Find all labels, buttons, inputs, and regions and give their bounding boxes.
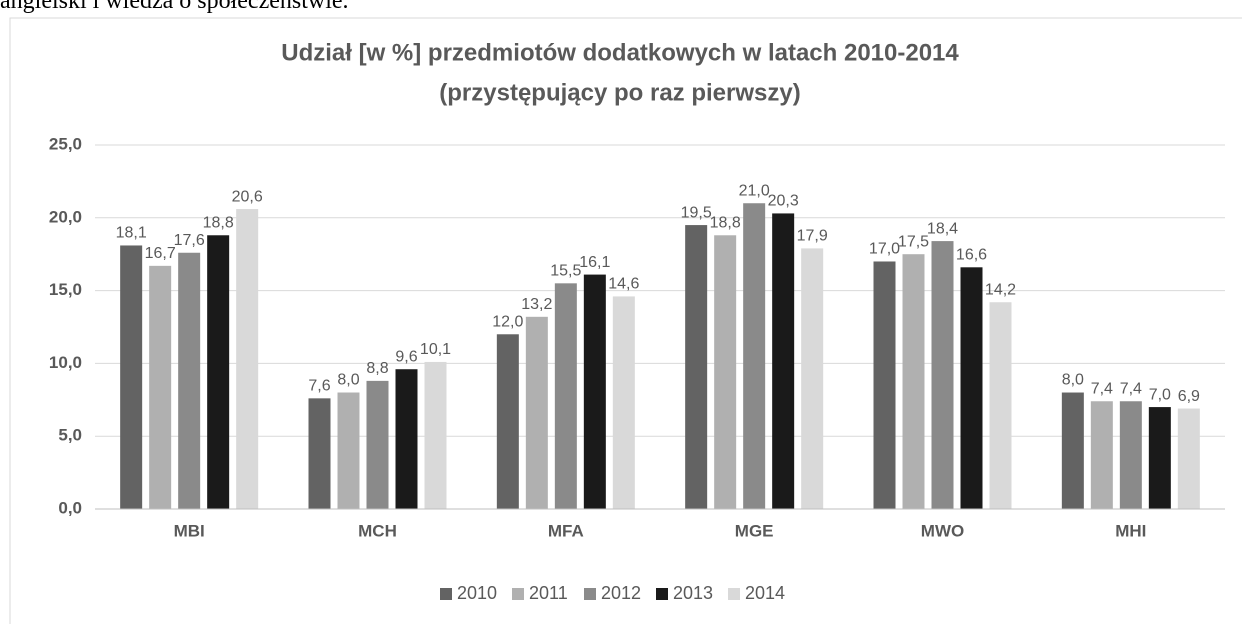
value-label: 15,5 bbox=[550, 263, 581, 280]
value-label: 17,5 bbox=[898, 233, 929, 250]
x-tick-label: MFA bbox=[548, 521, 584, 540]
x-tick-label: MBI bbox=[174, 521, 205, 540]
legend-swatch bbox=[656, 588, 668, 600]
value-label: 9,6 bbox=[395, 348, 417, 365]
bar bbox=[496, 334, 519, 509]
bar bbox=[1061, 392, 1084, 509]
value-label: 14,2 bbox=[985, 281, 1016, 298]
bar bbox=[931, 241, 954, 509]
x-tick-label: MWO bbox=[921, 521, 964, 540]
legend-label: 2013 bbox=[673, 583, 713, 603]
bar bbox=[1148, 407, 1171, 509]
value-label: 7,0 bbox=[1149, 386, 1171, 403]
bar bbox=[178, 252, 201, 509]
value-label: 8,8 bbox=[366, 360, 388, 377]
y-tick-label: 0,0 bbox=[58, 498, 82, 517]
y-tick-label: 15,0 bbox=[49, 280, 82, 299]
bar bbox=[873, 261, 896, 509]
value-label: 18,4 bbox=[927, 220, 958, 237]
bar bbox=[236, 209, 259, 509]
bar bbox=[120, 245, 143, 510]
bar bbox=[1119, 401, 1142, 509]
bar bbox=[772, 213, 795, 509]
bar bbox=[583, 274, 606, 509]
bar bbox=[207, 235, 230, 509]
value-label: 21,0 bbox=[739, 182, 770, 199]
bar bbox=[337, 392, 360, 509]
value-label: 13,2 bbox=[521, 296, 552, 313]
value-label: 10,1 bbox=[420, 341, 451, 358]
chart-subtitle: (przystępujący po raz pierwszy) bbox=[439, 79, 800, 106]
legend-label: 2011 bbox=[529, 583, 568, 603]
x-tick-label: MGE bbox=[735, 521, 774, 540]
bar bbox=[424, 361, 447, 509]
value-label: 17,6 bbox=[174, 232, 205, 249]
value-label: 14,6 bbox=[608, 276, 639, 293]
bar bbox=[989, 302, 1012, 509]
y-tick-label: 25,0 bbox=[49, 134, 82, 153]
value-label: 8,0 bbox=[1062, 372, 1084, 389]
bar bbox=[960, 267, 983, 509]
x-tick-label: MHI bbox=[1115, 521, 1146, 540]
bar bbox=[612, 296, 635, 509]
legend-swatch bbox=[440, 588, 452, 600]
bar bbox=[525, 316, 548, 509]
bar bbox=[902, 254, 925, 509]
value-label: 12,0 bbox=[492, 313, 523, 330]
bar bbox=[801, 248, 824, 509]
value-label: 7,4 bbox=[1120, 380, 1142, 397]
legend-label: 2012 bbox=[601, 583, 641, 603]
value-label: 7,4 bbox=[1091, 380, 1113, 397]
value-label: 7,6 bbox=[308, 378, 330, 395]
value-label: 8,0 bbox=[337, 372, 359, 389]
bar bbox=[1177, 408, 1200, 509]
document-text: angielski i wiedza o społeczeństwie. bbox=[0, 0, 349, 14]
legend-swatch bbox=[584, 588, 596, 600]
bar bbox=[366, 380, 389, 509]
value-label: 17,0 bbox=[869, 241, 900, 258]
bar bbox=[1090, 401, 1113, 509]
value-label: 6,9 bbox=[1178, 388, 1200, 405]
bar bbox=[714, 235, 737, 509]
value-label: 17,9 bbox=[797, 228, 828, 245]
value-label: 20,3 bbox=[768, 193, 799, 210]
bar bbox=[554, 283, 577, 509]
legend-swatch bbox=[512, 588, 524, 600]
legend-label: 2010 bbox=[457, 583, 497, 603]
bar bbox=[685, 225, 708, 509]
value-label: 18,8 bbox=[203, 214, 234, 231]
chart-title: Udział [w %] przedmiotów dodatkowych w l… bbox=[281, 39, 959, 66]
value-label: 20,6 bbox=[232, 188, 263, 205]
bar bbox=[743, 203, 766, 510]
legend-label: 2014 bbox=[745, 583, 785, 603]
bar bbox=[395, 369, 418, 509]
value-label: 18,8 bbox=[710, 214, 741, 231]
y-tick-label: 5,0 bbox=[58, 426, 82, 445]
value-label: 16,6 bbox=[956, 247, 987, 264]
x-tick-label: MCH bbox=[358, 521, 397, 540]
value-label: 16,1 bbox=[579, 254, 610, 271]
y-tick-label: 20,0 bbox=[49, 207, 82, 226]
value-label: 19,5 bbox=[681, 204, 712, 221]
bar bbox=[149, 265, 172, 509]
legend-swatch bbox=[728, 588, 740, 600]
y-tick-label: 10,0 bbox=[49, 353, 82, 372]
bar bbox=[308, 398, 331, 509]
value-label: 18,1 bbox=[116, 225, 147, 242]
value-label: 16,7 bbox=[145, 245, 176, 262]
